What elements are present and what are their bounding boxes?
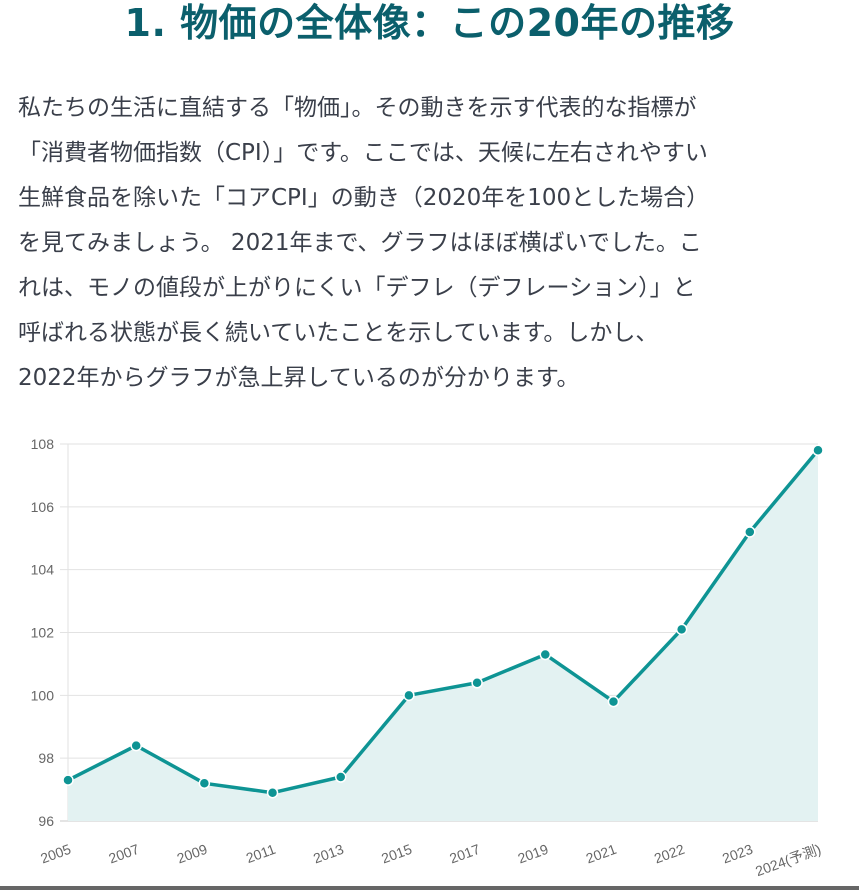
data-point [334, 771, 347, 783]
data-point [675, 623, 688, 636]
paragraph-line: を見てみましょう。 2021年まで、グラフはほぼ横ばいでした。こ [18, 230, 702, 256]
x-tick-label: 2022 [652, 841, 687, 867]
paragraph-line: 2022年からグラフが急上昇しているのが分かります。 [18, 365, 580, 391]
y-tick-label: 100 [31, 687, 55, 703]
x-tick-label: 2015 [379, 841, 414, 867]
y-tick-label: 108 [31, 436, 55, 452]
x-tick-label: 2011 [244, 841, 278, 866]
x-tick-label: 2013 [311, 841, 346, 867]
x-tick-label: 2023 [720, 841, 755, 867]
paragraph-line: 「消費者物価指数（CPI）」です。ここでは、天候に左右されやすい [18, 140, 708, 166]
y-tick-label: 106 [31, 499, 55, 515]
x-tick-label: 2017 [447, 841, 482, 867]
y-tick-label: 102 [31, 625, 55, 641]
data-point [539, 648, 552, 661]
paragraph-line: 呼ばれる状態が長く続いていたことを示しています。しかし、 [18, 320, 659, 346]
data-point [130, 739, 142, 752]
series-line [67, 449, 820, 795]
data-point [403, 689, 415, 702]
data-point [471, 677, 483, 689]
area-fill [68, 450, 818, 821]
data-point [607, 695, 620, 708]
x-tick-label: 2024(予測) [753, 841, 823, 879]
y-tick-label: 96 [38, 813, 54, 829]
page-title: 1. 物価の全体像：この20年の推移 [124, 1, 735, 45]
y-tick-label: 98 [38, 750, 54, 766]
bottom-divider [0, 886, 859, 890]
x-tick-label: 2005 [38, 841, 73, 867]
data-point [198, 777, 211, 790]
x-tick-label: 2019 [516, 841, 551, 867]
data-point [62, 774, 74, 786]
paragraph-line: 私たちの生活に直結する「物価」。その動きを示す代表的な指標が [18, 95, 697, 121]
x-tick-label: 2007 [106, 841, 141, 867]
paragraph-line: れは、モノの値段が上がりにくい「デフレ（デフレーション）」と [18, 275, 696, 301]
paragraph-line: 生鮮食品を除いた「コアCPI」の動き（2020年を100とした場合） [18, 185, 710, 211]
data-point [266, 786, 279, 799]
x-tick-label: 2021 [584, 841, 619, 867]
y-tick-label: 104 [31, 562, 55, 578]
x-tick-label: 2009 [175, 841, 210, 867]
data-point [812, 444, 824, 457]
data-point [744, 526, 756, 538]
description-paragraph: 私たちの生活に直結する「物価」。その動きを示す代表的な指標が 「消費者物価指数（… [18, 86, 848, 401]
